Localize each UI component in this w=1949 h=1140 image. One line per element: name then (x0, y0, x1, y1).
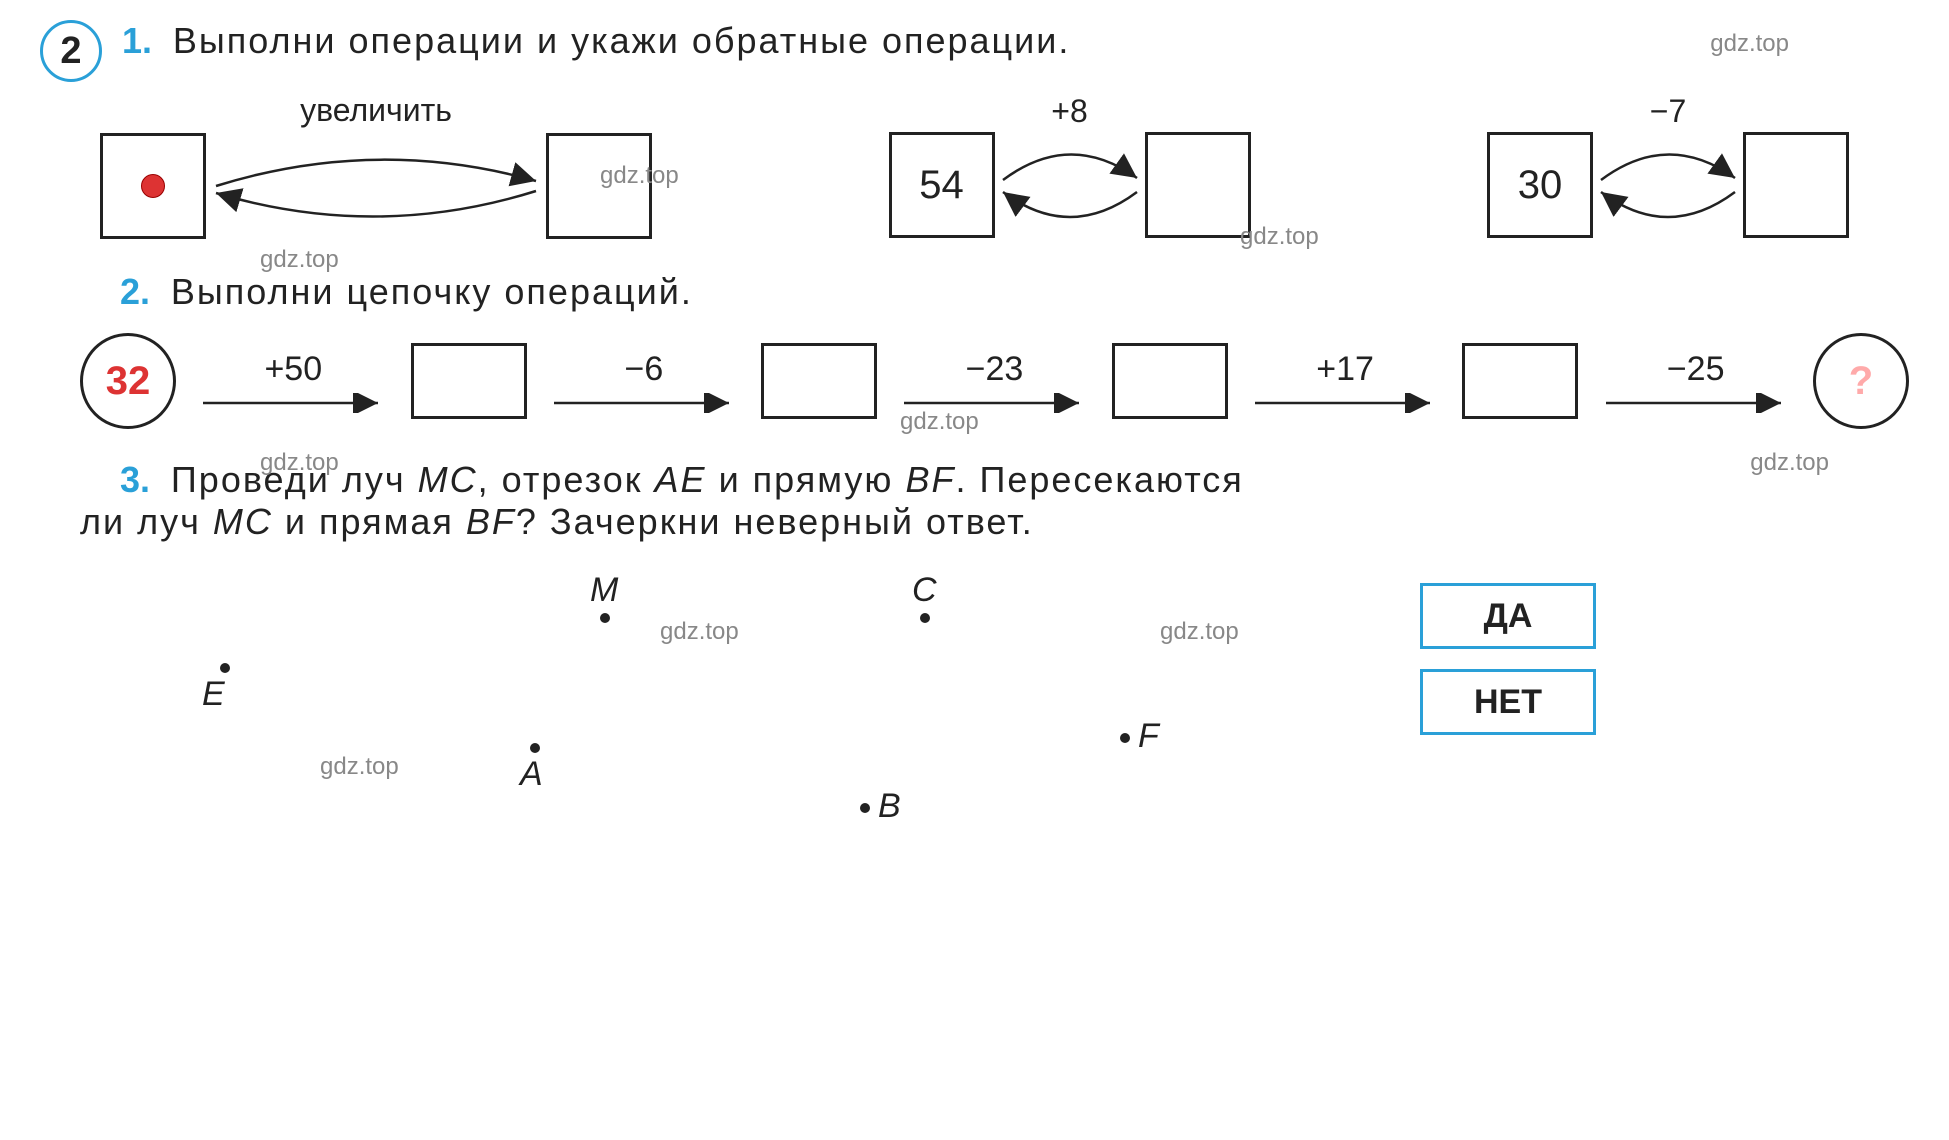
diagram-b-right-box[interactable] (1145, 132, 1251, 238)
point-E-label: E (202, 675, 225, 714)
task3-l2-bf: BF (466, 501, 516, 542)
point-A: A (530, 743, 540, 753)
chain-op-2: −6 (625, 350, 664, 389)
task3-l2-a: ли луч (80, 501, 213, 542)
chain-op-5: −25 (1667, 350, 1725, 389)
task3-l2-c: ? Зачеркни неверный ответ. (516, 501, 1034, 542)
chain-seg-1: +50 (176, 350, 411, 413)
point-E: E (220, 663, 230, 673)
task3-ae: AE (655, 459, 707, 500)
diagram-a: увеличить (100, 92, 652, 241)
point-M-label: M (590, 571, 618, 610)
chain-box-4[interactable] (1462, 343, 1578, 419)
chain-op-3: −23 (966, 350, 1024, 389)
answers: ДА НЕТ (1420, 583, 1596, 755)
task1-diagrams: увеличить gdz.top +8 54 (40, 92, 1909, 241)
watermark-under-diagram-a: gdz.top (260, 246, 339, 274)
chain-box-2[interactable] (761, 343, 877, 419)
point-F: F (1120, 733, 1130, 743)
watermark-mid-1: gdz.top (600, 162, 679, 190)
task3-header: 3. Проведи луч MC, отрезок AE и прямую B… (120, 459, 1909, 501)
diagram-a-arrows (206, 131, 546, 241)
diagram-b: +8 54 (889, 93, 1251, 240)
points-canvas[interactable]: M C E A F B gdz.top gdz.top gdz.top (160, 563, 1360, 823)
point-F-label: F (1138, 717, 1159, 756)
diagram-b-arrows (995, 130, 1145, 240)
chain-box-3[interactable] (1112, 343, 1228, 419)
task3-bf: BF (905, 459, 955, 500)
dot-icon (920, 613, 930, 623)
diagram-c-op: −7 (1650, 93, 1686, 130)
diagram-c-arrows (1593, 130, 1743, 240)
watermark-chain-mid: gdz.top (900, 408, 979, 436)
watermark-below-chain-left: gdz.top (260, 449, 339, 477)
dot-icon (530, 743, 540, 753)
diagram-b-op: +8 (1051, 93, 1087, 130)
chain-seg-2: −6 (527, 350, 762, 413)
chain-end: ? (1813, 333, 1909, 429)
dot-icon (600, 613, 610, 623)
answer-yes[interactable]: ДА (1420, 583, 1596, 649)
dot-icon (860, 803, 870, 813)
chain-op-4: +17 (1316, 350, 1374, 389)
dot-icon (1120, 733, 1130, 743)
watermark-points-1: gdz.top (660, 618, 739, 646)
task3-number: 3. (120, 459, 150, 500)
point-M: M (600, 613, 610, 623)
point-A-label: A (520, 755, 543, 794)
point-B-label: B (878, 787, 901, 826)
dot-icon (220, 663, 230, 673)
task1-number: 1. (122, 20, 152, 61)
task2-chain: 32 +50 −6 −23 +17 −25 ? gdz.top (80, 333, 1909, 429)
watermark-top-right: gdz.top (1710, 30, 1789, 58)
diagram-c: −7 30 (1487, 93, 1849, 240)
chain-seg-3: −23 (877, 350, 1112, 413)
problem-set-badge: 2 (40, 20, 102, 82)
diagram-a-label: увеличить (300, 92, 452, 129)
point-C-label: C (912, 571, 937, 610)
task2-header: 2. Выполни цепочку операций. (120, 271, 1909, 313)
task1-text: Выполни операции и укажи обратные операц… (173, 20, 1070, 61)
diagram-b-left-box[interactable]: 54 (889, 132, 995, 238)
task3-text-p3: и прямую (707, 459, 906, 500)
diagram-c-right-box[interactable] (1743, 132, 1849, 238)
diagram-c-left-box[interactable]: 30 (1487, 132, 1593, 238)
task3-text-p2: , отрезок (478, 459, 655, 500)
task3-bottom: M C E A F B gdz.top gdz.top gdz.top (40, 563, 1909, 823)
task3-l2-b: и прямая (273, 501, 466, 542)
red-dot-icon (141, 174, 165, 198)
watermark-below-chain-right: gdz.top (1750, 449, 1829, 477)
task3-l2-mc: MC (213, 501, 273, 542)
task3-line2: ли луч MC и прямая BF? Зачеркни неверный… (80, 501, 1909, 543)
watermark-points-3: gdz.top (320, 753, 399, 781)
chain-op-1: +50 (264, 350, 322, 389)
diagram-a-left-box[interactable] (100, 133, 206, 239)
task3-mc: MC (418, 459, 478, 500)
point-B: B (860, 803, 870, 813)
task2-number: 2. (120, 271, 150, 312)
watermark-mid-2: gdz.top (1240, 223, 1319, 251)
watermark-points-2: gdz.top (1160, 618, 1239, 646)
task3-text-p4: . Пересекаются (955, 459, 1243, 500)
task2-text: Выполни цепочку операций. (171, 271, 693, 312)
point-C: C (920, 613, 930, 623)
chain-box-1[interactable] (411, 343, 527, 419)
task1-header: 2 1. Выполни операции и укажи обратные о… (40, 20, 1909, 82)
chain-start: 32 (80, 333, 176, 429)
chain-seg-5: −25 (1578, 350, 1813, 413)
answer-no[interactable]: НЕТ (1420, 669, 1596, 735)
chain-seg-4: +17 (1228, 350, 1463, 413)
